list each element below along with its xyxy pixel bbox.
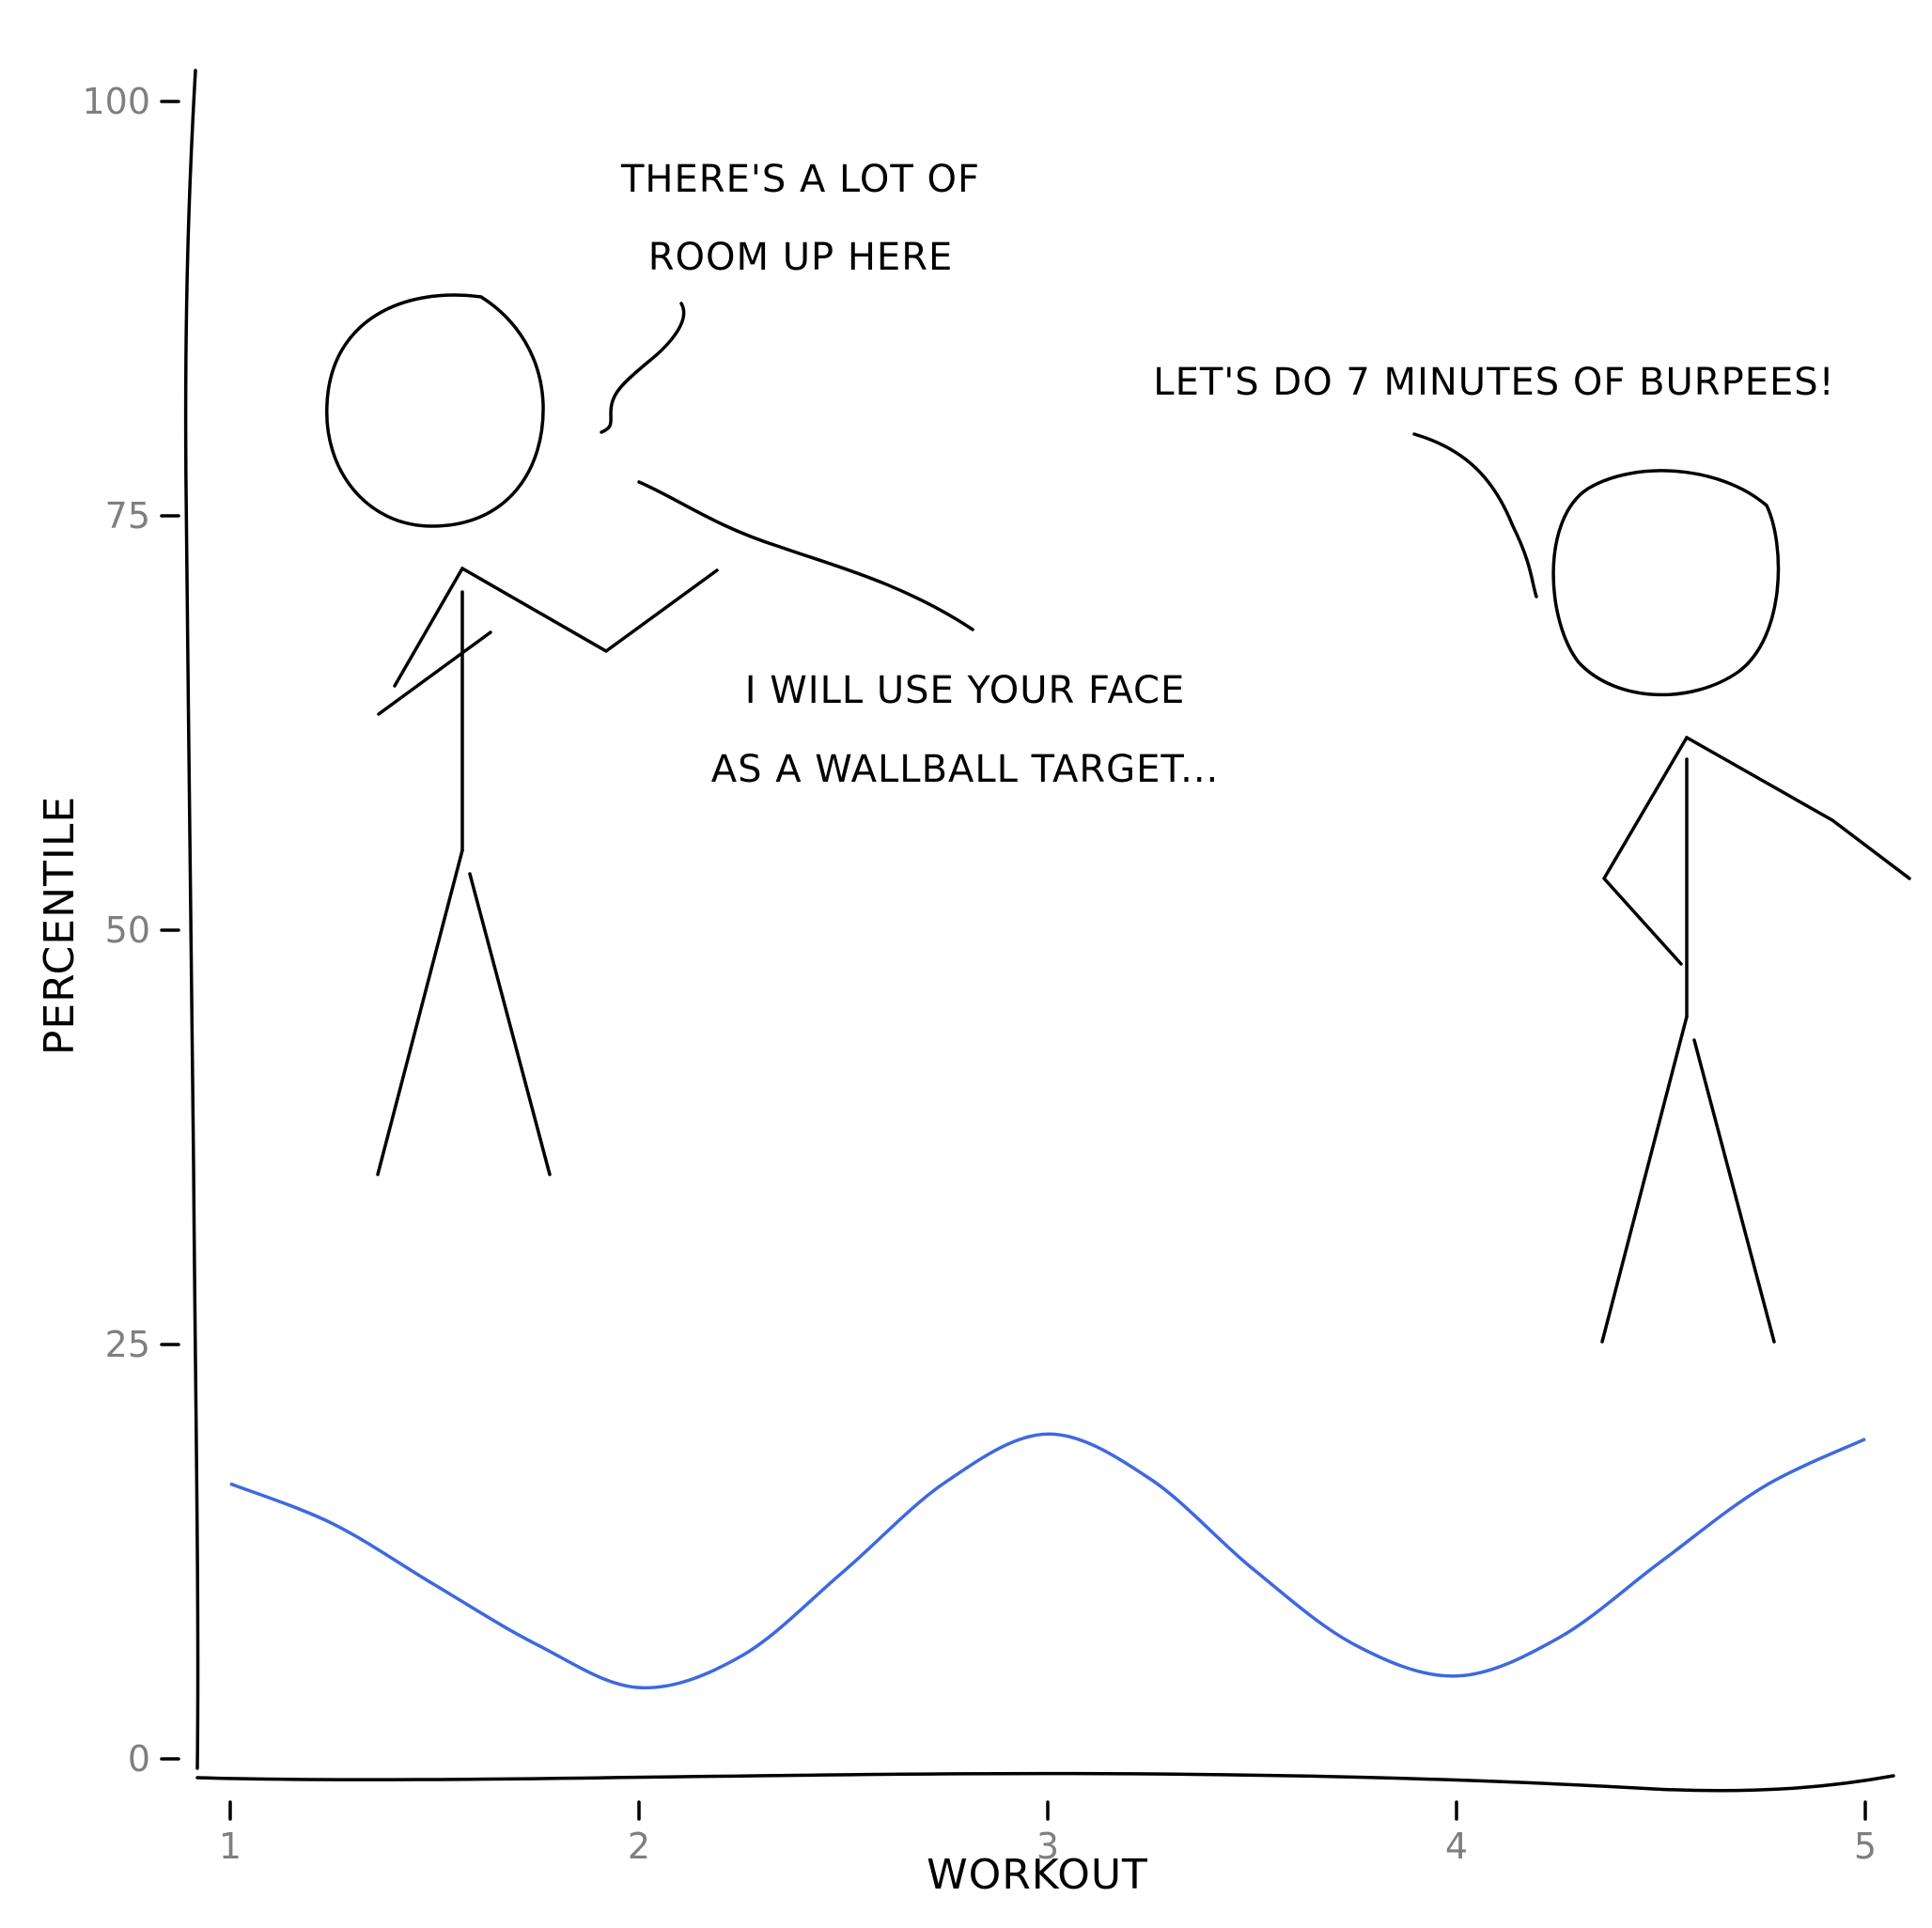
y-axis-label: PERCENTILE bbox=[36, 796, 84, 1055]
stick-figure-left bbox=[325, 293, 719, 1176]
speech-bubble-1-line-1: THERE'S A LOT OF bbox=[620, 158, 980, 201]
x-tick-label: 3 bbox=[1036, 1826, 1059, 1867]
y-tick-label: 50 bbox=[105, 910, 150, 951]
stick-figure-left-forearm bbox=[377, 630, 492, 716]
y-axis-line bbox=[183, 69, 200, 1770]
stick-figure-left-head bbox=[325, 293, 545, 528]
x-axis-label: WORKOUT bbox=[927, 1851, 1148, 1899]
series-line bbox=[229, 1432, 1866, 1690]
stick-figure-left-arm-left bbox=[393, 567, 464, 688]
stick-figure-right-head bbox=[1551, 469, 1781, 697]
x-tick-label: 5 bbox=[1854, 1826, 1877, 1867]
y-axis-ticks: 0 25 50 75 100 bbox=[82, 81, 180, 1780]
stick-figure-right bbox=[1551, 469, 1911, 1344]
speech-bubble-3-line-1: LET'S DO 7 MINUTES OF BURPEES! bbox=[1153, 361, 1834, 404]
x-tick-label: 1 bbox=[219, 1826, 242, 1867]
stick-figure-right-leg-left bbox=[1600, 1015, 1689, 1344]
stick-figure-left-leg-left bbox=[376, 848, 464, 1176]
speech-bubble-2-line-1: I WILL USE YOUR FACE bbox=[745, 669, 1186, 712]
y-tick-label: 75 bbox=[105, 495, 150, 536]
stick-figure-right-arm-right bbox=[1685, 736, 1911, 880]
speech-pointer-2 bbox=[637, 480, 974, 631]
speech-bubble-2-line-2: AS A WALLBALL TARGET... bbox=[711, 748, 1220, 791]
stick-figure-left-leg-right bbox=[468, 872, 552, 1176]
x-tick-label: 2 bbox=[628, 1826, 650, 1867]
y-tick-label: 0 bbox=[128, 1738, 150, 1780]
speech-pointer-1 bbox=[600, 302, 686, 434]
x-axis-ticks: 1 2 3 4 5 bbox=[219, 1800, 1877, 1867]
speech-bubble-1-line-2: ROOM UP HERE bbox=[648, 236, 954, 279]
y-tick-label: 100 bbox=[82, 81, 150, 122]
stick-figure-right-leg-right bbox=[1692, 1038, 1776, 1344]
stick-figure-left-arm-right bbox=[460, 567, 719, 653]
stick-figure-right-arm-left bbox=[1602, 736, 1689, 966]
speech-pointer-3 bbox=[1412, 432, 1538, 599]
x-axis-line bbox=[195, 1771, 1895, 1793]
x-tick-label: 4 bbox=[1445, 1826, 1468, 1867]
y-tick-label: 25 bbox=[105, 1324, 150, 1365]
